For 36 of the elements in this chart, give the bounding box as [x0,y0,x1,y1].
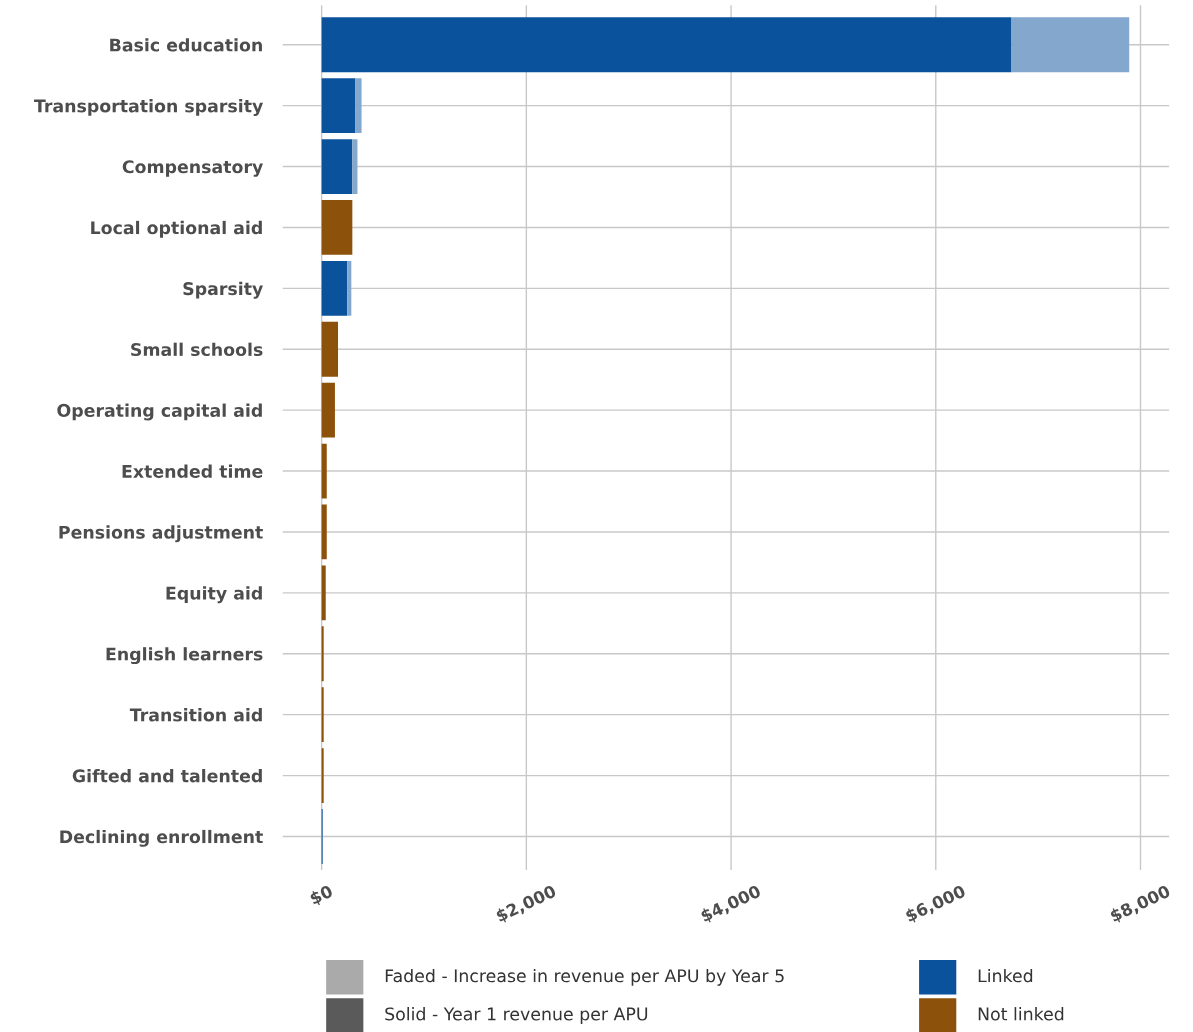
y-tick-label: Transportation sparsity [34,99,263,116]
y-tick-label: Sparsity [183,281,263,299]
y-tick-label: Declining enrollment [60,829,263,847]
bar [321,382,335,438]
bar [355,78,362,134]
text: Linked [978,968,1033,983]
bar [321,321,339,377]
bar [347,260,352,316]
bar [321,260,348,316]
x-tick-label: $0 [308,884,335,907]
bar [321,687,324,743]
bar [321,504,327,560]
y-tick-label: Operating capital aid [57,403,262,421]
bar [352,139,358,194]
bar [321,200,353,255]
bar [1011,17,1130,73]
y-tick-label: Basic education [110,38,262,52]
bar [321,139,353,194]
bar [321,565,326,621]
y-tick-label: Transition aid [129,708,262,722]
y-tick-label: Extended time [122,464,263,478]
y-tick-label: English learners [106,647,263,665]
y-tick-label: Pensions adjustment [59,525,263,543]
y-tick-label: Local optional aid [91,220,262,238]
text: Faded - Increase in revenue per APU by Year 5 [385,968,784,986]
y-tick-label: Equity aid [166,586,262,604]
bar [321,748,324,803]
bar [321,443,327,499]
text: Solid - Year 1 revenue per APU [385,1007,648,1024]
y-tick-label: Small schools [131,342,263,357]
y-tick-label: Gifted and talented [72,768,262,783]
bar [321,17,1012,73]
bar [321,78,356,134]
bar [321,626,324,682]
text: Not linked [978,1007,1064,1021]
y-tick-label: Compensatory [122,160,263,177]
